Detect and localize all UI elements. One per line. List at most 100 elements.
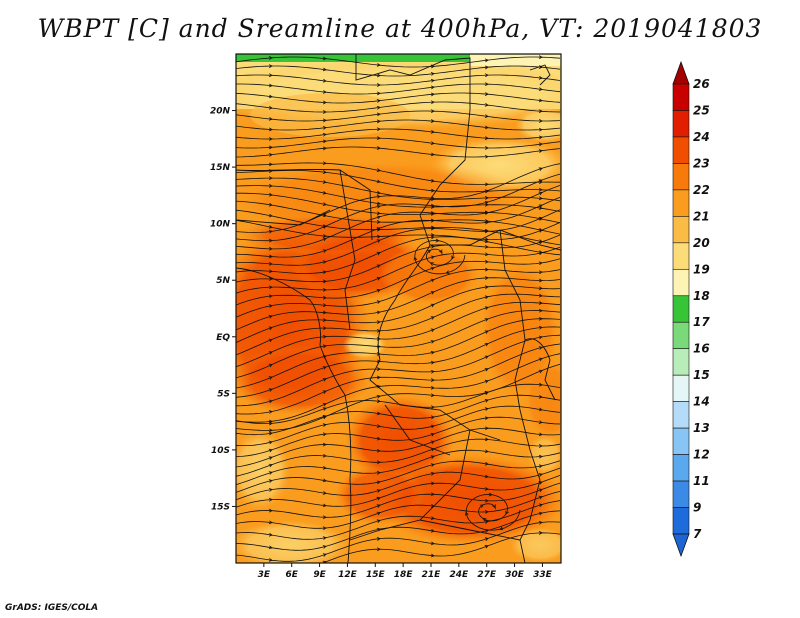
streamline-arrow xyxy=(538,316,543,321)
colorbar-swatch xyxy=(672,268,690,297)
streamline-arrow xyxy=(322,491,327,495)
streamline-arrow xyxy=(430,245,435,249)
streamline-arrow xyxy=(430,316,435,320)
streamline-arrow xyxy=(538,135,543,140)
streamline-arrow xyxy=(376,310,381,315)
colorbar-over-triangle xyxy=(672,60,690,85)
streamline-arrow xyxy=(484,252,489,257)
streamline-arrow xyxy=(484,220,489,225)
streamline-arrow xyxy=(430,553,435,558)
streamline-arrow xyxy=(376,480,381,485)
streamline-arrow xyxy=(484,92,489,96)
streamline-arrow xyxy=(430,203,435,208)
streamline xyxy=(236,383,561,424)
streamline-arrow xyxy=(323,110,327,114)
streamline-arrow xyxy=(323,287,327,292)
colorbar-swatch xyxy=(672,401,690,429)
streamline-arrow xyxy=(376,394,381,399)
streamline-arrow xyxy=(268,294,273,299)
streamline-arrow xyxy=(430,360,435,365)
streamline-arrow xyxy=(430,100,435,105)
streamline xyxy=(236,258,561,306)
streamline-arrow xyxy=(322,78,327,83)
streamline-arrow xyxy=(376,179,381,184)
streamline-arrow xyxy=(322,310,327,315)
colorbar-swatch xyxy=(672,83,690,111)
streamline-arrow xyxy=(322,334,327,339)
streamline-arrow xyxy=(484,474,489,479)
colorbar-swatch xyxy=(672,136,690,164)
streamline-arrow xyxy=(430,141,435,145)
streamline-arrow xyxy=(430,211,435,215)
streamline-arrow xyxy=(484,391,489,395)
colorbar-swatch xyxy=(672,454,690,482)
streamline-arrow xyxy=(322,453,327,458)
streamline-arrow xyxy=(322,545,327,549)
streamline xyxy=(236,74,561,86)
streamline-arrow xyxy=(430,85,435,90)
streamline xyxy=(236,318,561,389)
streamline-arrow xyxy=(322,260,327,264)
streamline-arrow xyxy=(430,92,435,97)
streamline-arrow xyxy=(268,520,273,525)
streamline-arrow xyxy=(376,251,381,256)
streamline-arrow xyxy=(430,291,435,295)
streamline xyxy=(236,83,561,95)
streamline-arrow xyxy=(268,326,273,331)
streamline-arrow xyxy=(376,537,381,541)
streamline-arrow xyxy=(269,428,273,433)
colorbar: 26 25 24 23 22 21 20 19 18 17 16 15 14 13 12 11 9 7 xyxy=(672,60,710,558)
streamline-arrow xyxy=(538,98,543,103)
streamline-arrow xyxy=(376,194,381,199)
streamline-arrow xyxy=(430,255,435,260)
streamline-arrow xyxy=(484,189,489,194)
streamline-arrow xyxy=(539,55,543,59)
streamline-arrow xyxy=(539,187,543,192)
streamline-arrow xyxy=(484,114,489,118)
streamline-arrow xyxy=(322,560,327,563)
streamline-arrow xyxy=(268,254,273,259)
streamline-arrow xyxy=(376,264,381,268)
streamline-arrow xyxy=(322,378,327,382)
streamline-arrow xyxy=(538,127,543,132)
streamline-arrow xyxy=(269,137,273,141)
streamline-arrow xyxy=(322,303,327,308)
streamline-arrow xyxy=(322,126,327,130)
streamline-arrow xyxy=(322,390,327,394)
streamline-arrow xyxy=(485,182,489,187)
streamline-arrow xyxy=(268,229,273,234)
streamline-arrow xyxy=(538,261,543,266)
country-borders xyxy=(236,54,561,563)
streamline-arrow xyxy=(538,65,543,69)
streamline xyxy=(236,438,561,477)
streamline-arrow xyxy=(268,479,273,483)
streamline-arrow xyxy=(376,411,381,416)
streamline-arrow xyxy=(268,238,273,243)
streamline xyxy=(236,491,561,529)
streamline-arrow xyxy=(538,251,543,256)
streamline-arrow xyxy=(268,399,273,404)
streamline-arrow xyxy=(492,504,496,509)
streamline-arrow xyxy=(488,492,493,497)
streamline-arrow xyxy=(431,226,435,231)
streamline-arrow xyxy=(430,481,435,486)
streamline-arrow xyxy=(376,220,381,224)
streamline-arrow xyxy=(377,460,381,465)
colorbar-label: 21 xyxy=(693,209,710,223)
streamline-arrow xyxy=(322,432,327,437)
streamline-arrow xyxy=(430,303,435,308)
streamline xyxy=(236,310,561,379)
streamline-arrow xyxy=(429,262,434,266)
streamline-arrow xyxy=(268,315,273,319)
streamline-arrow xyxy=(484,343,489,347)
lon-tick-label: 15E xyxy=(366,570,386,580)
streamline-arrow xyxy=(538,473,543,477)
streamline xyxy=(236,405,561,446)
streamline-arrow xyxy=(430,350,435,355)
streamline-arrow xyxy=(539,119,543,123)
colorbar-swatch xyxy=(672,110,690,138)
streamline-arrow xyxy=(430,119,435,123)
streamline xyxy=(465,494,521,531)
streamline-arrow xyxy=(268,105,273,110)
streamline-arrow xyxy=(376,288,381,293)
